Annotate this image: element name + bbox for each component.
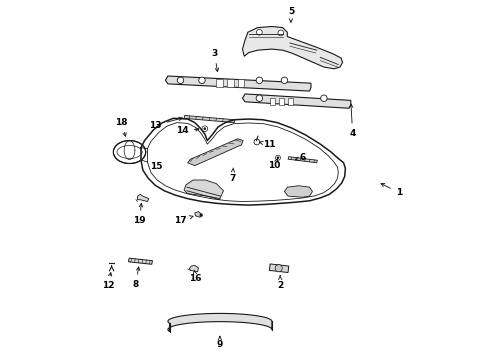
Circle shape: [200, 214, 203, 217]
Circle shape: [256, 95, 263, 102]
Text: 10: 10: [269, 158, 281, 170]
Text: 2: 2: [277, 275, 283, 290]
Polygon shape: [184, 180, 223, 199]
Polygon shape: [270, 264, 289, 273]
Circle shape: [254, 139, 260, 145]
Text: 15: 15: [149, 162, 162, 171]
Polygon shape: [285, 186, 313, 197]
Text: 8: 8: [133, 267, 140, 289]
Text: 11: 11: [260, 140, 275, 149]
Text: 14: 14: [176, 126, 199, 135]
Text: 1: 1: [381, 184, 402, 197]
Circle shape: [320, 95, 327, 102]
Bar: [288, 98, 293, 105]
Bar: [227, 79, 234, 87]
Text: 3: 3: [211, 49, 219, 72]
Circle shape: [202, 126, 208, 132]
Circle shape: [256, 77, 263, 84]
Circle shape: [199, 77, 205, 84]
Polygon shape: [188, 139, 243, 166]
Text: 4: 4: [349, 104, 356, 138]
Bar: [238, 79, 245, 87]
Circle shape: [281, 77, 288, 84]
Text: 13: 13: [149, 117, 182, 130]
Polygon shape: [113, 140, 146, 163]
Polygon shape: [168, 314, 272, 332]
Polygon shape: [288, 157, 318, 163]
Circle shape: [278, 30, 284, 36]
Bar: [216, 79, 223, 87]
Text: 5: 5: [288, 7, 294, 22]
Text: 7: 7: [229, 168, 236, 183]
Polygon shape: [190, 265, 198, 272]
Polygon shape: [166, 76, 311, 91]
Circle shape: [256, 30, 262, 35]
Polygon shape: [243, 27, 343, 69]
Polygon shape: [195, 212, 201, 217]
Text: 12: 12: [102, 273, 114, 290]
Circle shape: [275, 265, 282, 272]
Text: 17: 17: [174, 216, 193, 225]
Text: 19: 19: [133, 203, 146, 225]
Circle shape: [177, 77, 184, 84]
Polygon shape: [128, 258, 152, 264]
Polygon shape: [137, 194, 149, 202]
Text: 6: 6: [295, 153, 306, 162]
Circle shape: [204, 128, 206, 130]
Polygon shape: [243, 94, 351, 108]
Bar: [270, 98, 275, 105]
Text: 18: 18: [115, 118, 127, 136]
Text: 16: 16: [190, 270, 202, 283]
Bar: [279, 98, 284, 105]
Circle shape: [275, 155, 280, 160]
Polygon shape: [184, 116, 235, 123]
Text: 9: 9: [217, 337, 223, 348]
Circle shape: [277, 157, 279, 159]
